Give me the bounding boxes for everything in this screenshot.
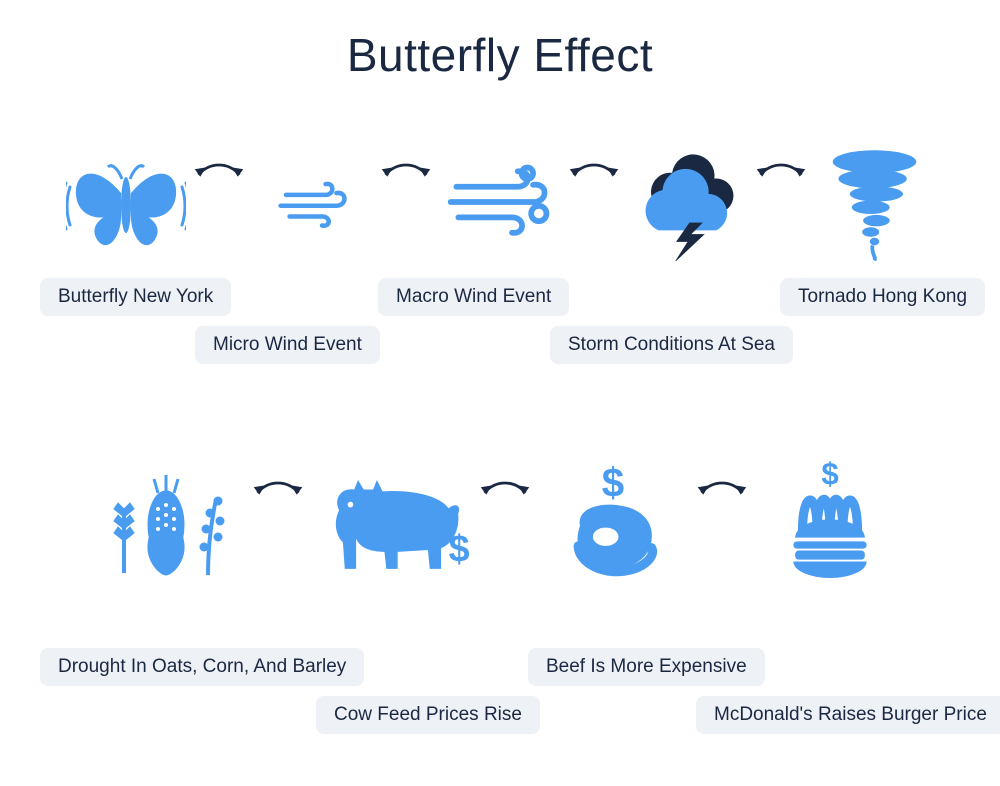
row-2: $ $ $ bbox=[0, 468, 1000, 578]
svg-text:$: $ bbox=[821, 458, 838, 492]
cow-icon: $ bbox=[307, 468, 477, 578]
arrow-icon bbox=[250, 476, 307, 516]
row-1-icons bbox=[0, 148, 1000, 258]
svg-text:$: $ bbox=[602, 463, 624, 505]
label-macro-wind: Macro Wind Event bbox=[378, 278, 569, 316]
page-title: Butterfly Effect bbox=[0, 28, 1000, 82]
arrow-icon bbox=[378, 158, 434, 198]
label-beef: Beef Is More Expensive bbox=[528, 648, 765, 686]
arrow-icon bbox=[566, 158, 622, 198]
svg-text:$: $ bbox=[448, 528, 469, 570]
label-micro-wind: Micro Wind Event bbox=[195, 326, 380, 364]
burger-icon: $ bbox=[750, 468, 910, 578]
crops-icon bbox=[90, 468, 250, 578]
butterfly-icon bbox=[60, 148, 191, 258]
arrow-icon bbox=[753, 158, 809, 198]
label-storm: Storm Conditions At Sea bbox=[550, 326, 793, 364]
label-butterfly: Butterfly New York bbox=[40, 278, 231, 316]
label-cow-feed: Cow Feed Prices Rise bbox=[316, 696, 540, 734]
arrow-icon bbox=[191, 158, 247, 198]
label-burger: McDonald's Raises Burger Price bbox=[696, 696, 1000, 734]
tornado-icon bbox=[809, 148, 940, 258]
row-1 bbox=[0, 148, 1000, 258]
macro-wind-icon bbox=[434, 148, 565, 258]
micro-wind-icon bbox=[247, 148, 378, 258]
arrow-icon bbox=[693, 476, 750, 516]
label-tornado: Tornado Hong Kong bbox=[780, 278, 985, 316]
steak-icon: $ bbox=[533, 468, 693, 578]
row-2-icons: $ $ $ bbox=[0, 468, 1000, 578]
label-drought: Drought In Oats, Corn, And Barley bbox=[40, 648, 364, 686]
storm-icon bbox=[622, 148, 753, 258]
arrow-icon bbox=[477, 476, 534, 516]
